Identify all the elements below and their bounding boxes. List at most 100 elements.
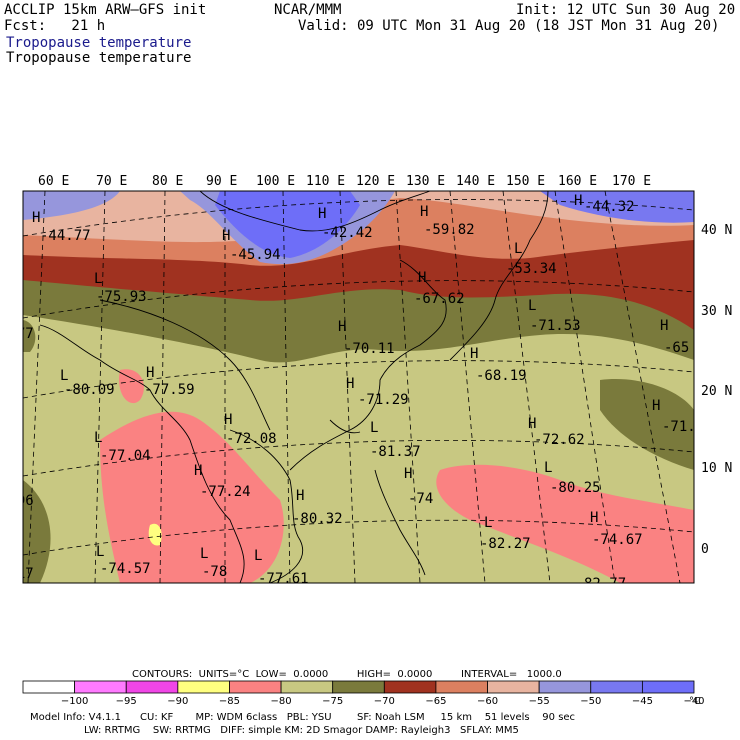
- hl-marker-value: -44.32: [584, 199, 635, 215]
- colorbar-swatch: [280, 680, 334, 694]
- hl-marker-letter: H: [574, 193, 582, 209]
- colorbar-swatch: [125, 680, 179, 694]
- hl-marker-value: -81.37: [370, 444, 421, 460]
- colorbar-tick-label: −95: [116, 696, 137, 706]
- hl-marker-value: -80.32: [292, 511, 343, 527]
- hl-marker-value: -71.2: [662, 419, 704, 435]
- lon-label: 130 E: [406, 174, 445, 189]
- colorbar-tick-label: −90: [167, 696, 188, 706]
- hl-marker-letter: H: [222, 228, 230, 244]
- colorbar-swatch: [22, 680, 76, 694]
- hl-marker-value: -72.62: [534, 432, 585, 448]
- colorbar-tick-label: −70: [374, 696, 395, 706]
- colorbar-swatch: [435, 680, 488, 694]
- hl-marker-value: -78: [202, 564, 227, 580]
- colorbar-tick-label: −80: [271, 696, 292, 706]
- lon-label: 170 E: [612, 174, 651, 189]
- contours-info: CONTOURS: UNITS=°C LOW= 0.0000 HIGH= 0.0…: [132, 669, 562, 680]
- hl-marker-value: -77.59: [144, 382, 195, 398]
- field-patch-minus-80-a: [119, 369, 144, 404]
- longitude-labels: 60 E 70 E 80 E 90 E 100 E 110 E 120 E 130 E 140 …: [38, 174, 651, 189]
- hl-marker-value: -77.61: [258, 571, 309, 587]
- hl-marker-value: -44.77: [40, 228, 91, 244]
- colorbar-swatch: [641, 680, 695, 694]
- graticule: [23, 191, 694, 583]
- lon-line-160: [604, 191, 681, 583]
- colorbar-swatch: [177, 680, 230, 694]
- field-patch-minus-85: [148, 523, 162, 546]
- hl-marker-letter: H: [652, 398, 660, 414]
- lon-label: 100 E: [256, 174, 295, 189]
- lon-label: 120 E: [356, 174, 395, 189]
- colorbar-swatch: [538, 680, 592, 694]
- hl-marker-value: -75.93: [96, 289, 147, 305]
- colorbar-swatch: [487, 680, 540, 694]
- field-band-minus-45: [540, 191, 694, 223]
- hl-marker-value: -45.94: [230, 247, 281, 263]
- colorbar-tick-label: −75: [322, 696, 343, 706]
- colorbar-swatches: [22, 680, 695, 694]
- hl-marker-letter: L: [60, 368, 68, 384]
- hl-marker-letter: H: [418, 270, 426, 286]
- hl-marker-value: 2.96: [0, 493, 34, 509]
- coast-indochina: [229, 429, 304, 583]
- hl-marker-value: 4.77: [0, 326, 34, 342]
- hl-marker-value: -71.29: [358, 392, 409, 408]
- field-band-minus-40: [215, 191, 360, 258]
- forecast-hour: Fcst: 21 h: [4, 18, 106, 34]
- lat-line-20: [23, 360, 694, 399]
- lon-line-110: [339, 191, 356, 583]
- colorbar-tick-label: −40: [683, 696, 704, 706]
- colorbar-tick-label: −85: [219, 696, 240, 706]
- hl-marker-value: -68.19: [476, 368, 527, 384]
- field-band-minus-50-west: [23, 191, 120, 220]
- colorbar-swatch: [383, 680, 437, 694]
- lon-label: 60 E: [38, 174, 69, 189]
- hl-marker-letter: H: [346, 376, 354, 392]
- hl-marker-letter: H: [338, 319, 346, 335]
- colorbar-swatch: [590, 680, 643, 694]
- hl-marker-value: -74: [408, 491, 433, 507]
- lon-line-130: [449, 191, 486, 583]
- center-label: NCAR/MMM: [274, 2, 342, 18]
- field-title-secondary: Tropopause temperature: [6, 50, 192, 66]
- lon-label: 70 E: [96, 174, 127, 189]
- hl-marker-letter: H: [590, 510, 598, 526]
- coast-hainan: [329, 419, 361, 434]
- map-frame: [22, 190, 695, 584]
- hl-marker-value: -67.62: [414, 291, 465, 307]
- lon-label: 160 E: [558, 174, 597, 189]
- hl-marker-letter: L: [94, 430, 102, 446]
- hl-marker-letter: L: [370, 420, 378, 436]
- lon-line-120: [395, 191, 421, 583]
- lat-line-30: [23, 280, 694, 319]
- colorbar: −100 −95 −90 −85 −80 −75 −70 −65 −60 −55 −50 −45 −40…: [22, 680, 705, 706]
- hl-marker-value: -42.42: [322, 225, 373, 241]
- hl-marker-value: -74.57: [100, 561, 151, 577]
- colorbar-labels: −100 −95 −90 −85 −80 −75 −70 −65 −60 −55 −50 −45 −40…: [61, 696, 705, 706]
- lat-line-10: [23, 439, 694, 477]
- coast-south-asia: [39, 324, 245, 583]
- lon-line-140: [502, 191, 551, 583]
- field-band-minus-80: [100, 411, 284, 583]
- field-band-minus-55: [23, 191, 694, 243]
- lon-label: 80 E: [152, 174, 183, 189]
- lat-label: 30 N: [701, 304, 732, 319]
- hl-marker-value: -77.04: [100, 448, 151, 464]
- hl-marker-letter: H: [296, 488, 304, 504]
- hl-marker-letter: H: [528, 416, 536, 432]
- colorbar-tick-label: −60: [477, 696, 498, 706]
- hl-marker-letter: L: [94, 271, 102, 287]
- hl-marker-letter: L: [528, 298, 536, 314]
- colorbar-tick-label: −65: [425, 696, 446, 706]
- init-time: Init: 12 UTC Sun 30 Aug 20: [516, 2, 736, 18]
- lat-label: 20 N: [701, 384, 732, 399]
- field-title-primary: Tropopause temperature: [6, 35, 192, 51]
- lon-line-70: [94, 191, 106, 583]
- colorbar-swatch: [74, 680, 127, 694]
- hl-marker-value: 82.77: [584, 576, 626, 592]
- lon-label: 90 E: [206, 174, 237, 189]
- tropopause-field: H-44.77 H-45.94H-42.42H-59.82H -44.32L-53.…: [0, 191, 704, 592]
- hl-marker-letter: L: [200, 546, 208, 562]
- model-title: ACCLIP 15km ARW–GFS init: [4, 2, 207, 18]
